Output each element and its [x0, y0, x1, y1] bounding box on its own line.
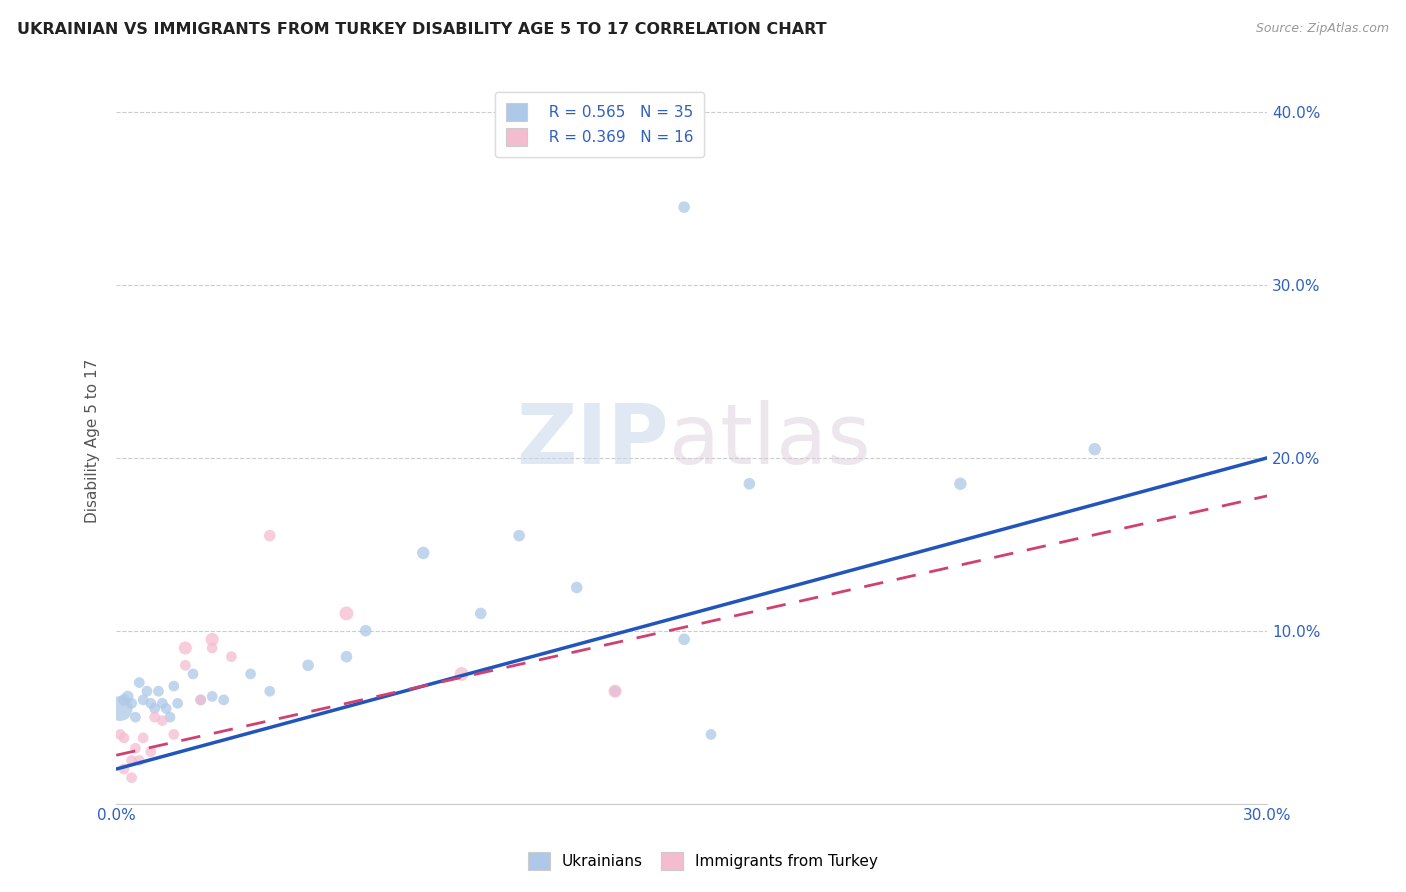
Text: Source: ZipAtlas.com: Source: ZipAtlas.com — [1256, 22, 1389, 36]
Point — [108, 701, 131, 715]
Point — [221, 649, 243, 664]
Point — [121, 753, 143, 767]
Point — [112, 693, 135, 707]
Point — [117, 690, 139, 704]
Point — [174, 658, 197, 673]
Point — [565, 581, 588, 595]
Point — [738, 476, 761, 491]
Point — [159, 710, 181, 724]
Point — [259, 684, 281, 698]
Point — [190, 693, 212, 707]
Point — [163, 727, 186, 741]
Point — [603, 684, 626, 698]
Y-axis label: Disability Age 5 to 17: Disability Age 5 to 17 — [86, 359, 100, 523]
Point — [150, 714, 173, 728]
Point — [143, 701, 166, 715]
Point — [450, 667, 472, 681]
Point — [143, 710, 166, 724]
Point — [335, 649, 357, 664]
Point — [121, 696, 143, 710]
Point — [212, 693, 235, 707]
Point — [470, 607, 492, 621]
Legend:   R = 0.565   N = 35,   R = 0.369   N = 16: R = 0.565 N = 35, R = 0.369 N = 16 — [495, 93, 704, 157]
Point — [112, 762, 135, 776]
Point — [174, 640, 197, 655]
Point — [201, 690, 224, 704]
Point — [155, 701, 177, 715]
Text: ZIP: ZIP — [516, 400, 669, 481]
Point — [201, 640, 224, 655]
Point — [412, 546, 434, 560]
Point — [603, 684, 626, 698]
Point — [108, 727, 131, 741]
Point — [190, 693, 212, 707]
Point — [124, 710, 146, 724]
Point — [136, 684, 159, 698]
Point — [128, 753, 150, 767]
Point — [700, 727, 723, 741]
Text: UKRAINIAN VS IMMIGRANTS FROM TURKEY DISABILITY AGE 5 TO 17 CORRELATION CHART: UKRAINIAN VS IMMIGRANTS FROM TURKEY DISA… — [17, 22, 827, 37]
Point — [297, 658, 319, 673]
Point — [259, 528, 281, 542]
Point — [335, 607, 357, 621]
Point — [148, 684, 170, 698]
Point — [201, 632, 224, 647]
Point — [949, 476, 972, 491]
Point — [121, 771, 143, 785]
Point — [673, 200, 696, 214]
Point — [166, 696, 188, 710]
Point — [1084, 442, 1107, 457]
Point — [150, 696, 173, 710]
Legend: Ukrainians, Immigrants from Turkey: Ukrainians, Immigrants from Turkey — [520, 845, 886, 877]
Point — [139, 696, 162, 710]
Point — [508, 528, 530, 542]
Point — [181, 667, 204, 681]
Text: atlas: atlas — [669, 400, 870, 481]
Point — [132, 731, 155, 745]
Point — [163, 679, 186, 693]
Point — [673, 632, 696, 647]
Point — [124, 741, 146, 756]
Point — [132, 693, 155, 707]
Point — [354, 624, 377, 638]
Point — [139, 745, 162, 759]
Point — [239, 667, 262, 681]
Point — [128, 675, 150, 690]
Point — [112, 731, 135, 745]
